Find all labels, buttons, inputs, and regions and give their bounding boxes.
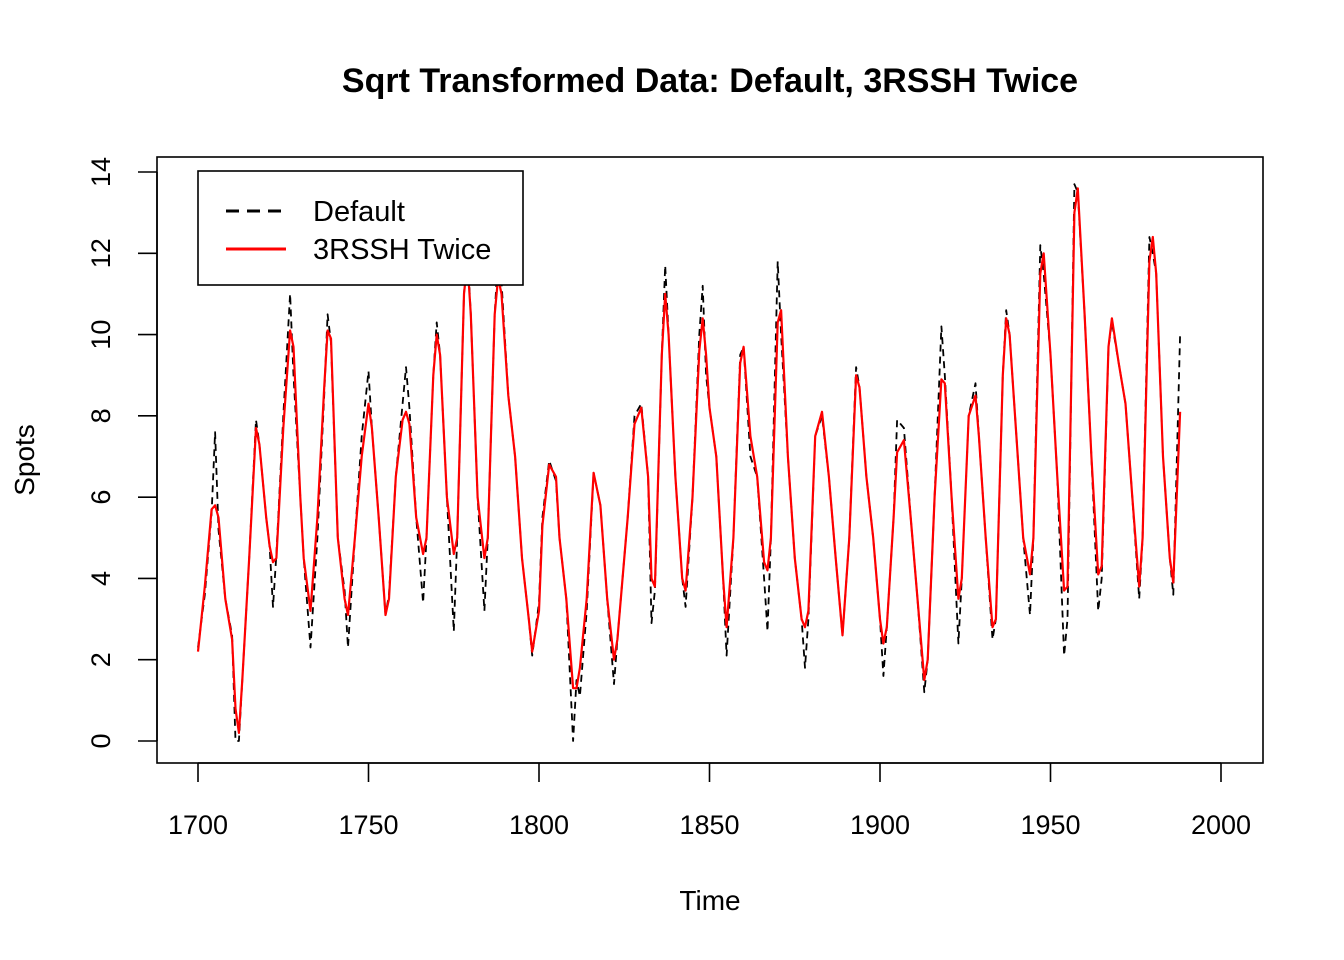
y-tick-label: 14 xyxy=(86,157,116,187)
y-tick-label: 0 xyxy=(86,733,116,748)
x-tick-label: 2000 xyxy=(1191,810,1251,840)
y-axis: 0 2 4 6 8 10 12 14 xyxy=(86,157,158,749)
chart-title: Sqrt Transformed Data: Default, 3RSSH Tw… xyxy=(342,62,1078,100)
legend-label-3rssh-twice: 3RSSH Twice xyxy=(313,234,491,266)
x-tick-label: 1950 xyxy=(1020,810,1080,840)
x-tick-label: 1850 xyxy=(679,810,739,840)
y-axis-label: Spots xyxy=(9,424,40,496)
legend-box xyxy=(197,170,524,286)
y-tick-label: 4 xyxy=(86,571,116,586)
y-tick-label: 12 xyxy=(86,238,116,268)
y-tick-label: 8 xyxy=(86,408,116,423)
series-layer xyxy=(196,183,1182,742)
legend: Default 3RSSH Twice xyxy=(197,170,524,286)
y-tick-label: 6 xyxy=(86,490,116,505)
series-line-3rssh-twice xyxy=(196,187,1182,734)
x-axis-label: Time xyxy=(679,885,740,916)
x-axis: 1700 1750 1800 1850 1900 1950 2000 xyxy=(168,762,1251,840)
x-tick-label: 1700 xyxy=(168,810,228,840)
y-tick-label: 10 xyxy=(86,320,116,350)
x-tick-label: 1900 xyxy=(850,810,910,840)
x-tick-label: 1800 xyxy=(509,810,569,840)
x-tick-label: 1750 xyxy=(338,810,398,840)
y-tick-label: 2 xyxy=(86,652,116,667)
legend-label-default: Default xyxy=(313,196,405,228)
